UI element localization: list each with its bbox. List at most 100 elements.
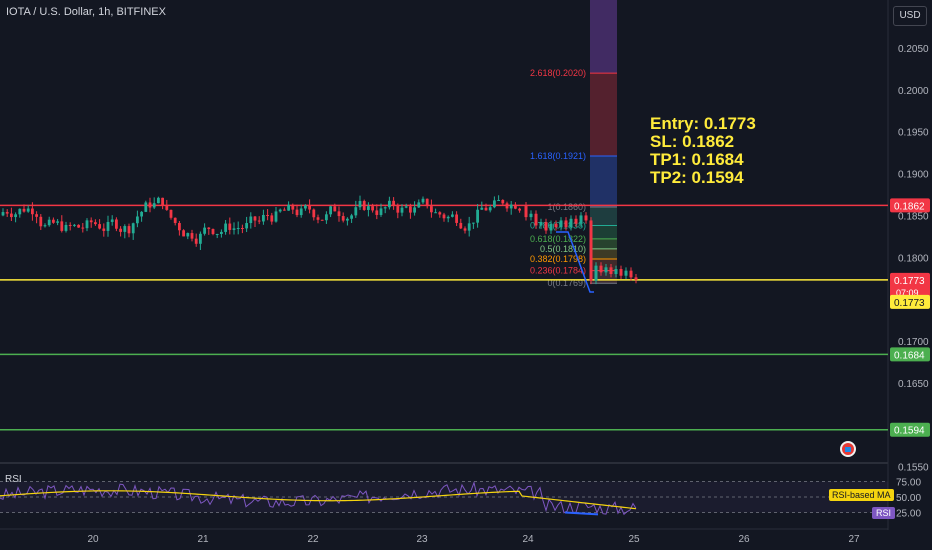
- price-tick-label: 0.1900: [898, 170, 929, 181]
- candle-body: [524, 205, 528, 218]
- candle-body: [417, 202, 421, 208]
- candle-body: [518, 208, 521, 211]
- candle-body: [253, 216, 257, 221]
- candle-body: [396, 206, 400, 213]
- candle-body: [295, 209, 299, 216]
- time-tick-label: 26: [738, 534, 750, 545]
- price-axis-badge-text: 0.1773: [894, 298, 925, 309]
- candle-body: [115, 219, 118, 229]
- candle-body: [341, 216, 345, 221]
- time-tick-label: 27: [848, 534, 860, 545]
- candle-body: [497, 200, 500, 202]
- candle-body: [564, 220, 568, 228]
- candle-body: [220, 231, 223, 234]
- candle-body: [215, 233, 219, 235]
- candle-body: [379, 208, 383, 215]
- fib-zone-band: [590, 207, 617, 226]
- fib-level-label: 0.618(0.1822): [530, 234, 586, 244]
- candle-body: [534, 213, 538, 226]
- candle-body: [333, 206, 337, 212]
- price-axis-badge-text: 0.1773: [894, 276, 925, 287]
- candle-body: [337, 211, 341, 217]
- currency-button[interactable]: USD: [893, 6, 927, 26]
- candle-body: [619, 269, 623, 276]
- candle-body: [228, 223, 232, 230]
- candle-body: [299, 208, 303, 216]
- candle-body: [505, 203, 509, 209]
- trade-setup-annotation: Entry: 0.1773 SL: 0.1862 TP1: 0.1684 TP2…: [650, 115, 756, 187]
- candle-body: [26, 208, 30, 212]
- candle-body: [94, 222, 97, 225]
- candle-body: [241, 228, 244, 230]
- us-flag-event-icon[interactable]: [840, 441, 856, 457]
- candle-body: [39, 216, 43, 227]
- candle-body: [367, 206, 370, 210]
- candle-body: [47, 219, 51, 226]
- fib-level-label: 1.618(0.1921): [530, 151, 586, 161]
- candle-body: [136, 216, 139, 224]
- candle-body: [438, 212, 442, 215]
- candle-body: [446, 216, 450, 219]
- candle-body: [501, 200, 505, 204]
- candle-body: [102, 228, 106, 231]
- candle-body: [549, 223, 553, 231]
- candle-body: [388, 200, 391, 208]
- candle-body: [52, 219, 55, 223]
- candle-body: [425, 198, 429, 207]
- rsi-tick-label: 25.00: [896, 509, 921, 520]
- rsi-ma-label: RSI-based MA: [829, 489, 894, 501]
- fib-level-label: 0.786(0.1838): [530, 220, 586, 230]
- candle-body: [467, 223, 471, 231]
- price-tick-label: 0.1650: [898, 379, 929, 390]
- price-tick-label: 0.1800: [898, 253, 929, 264]
- candle-body: [383, 207, 387, 209]
- fib-level-label: 0.5(0.1810): [540, 244, 586, 254]
- candle-body: [119, 228, 122, 232]
- price-tick-label: 0.2050: [898, 44, 929, 55]
- candle-body: [304, 205, 307, 209]
- price-axis-badge: [890, 422, 930, 437]
- candle-body: [459, 222, 463, 229]
- candle-body: [354, 207, 358, 216]
- candle-body: [199, 233, 202, 244]
- price-axis-badge-text: 0.1862: [894, 201, 925, 212]
- candle-body: [18, 208, 22, 215]
- candle-body: [270, 215, 274, 222]
- candle-body: [224, 223, 227, 232]
- price-tick-label: 0.1700: [898, 337, 929, 348]
- candle-body: [43, 225, 47, 227]
- candle-body: [554, 223, 558, 228]
- fib-level-label: 0.236(0.1784): [530, 266, 586, 276]
- candle-body: [329, 206, 332, 215]
- candle-body: [287, 204, 290, 211]
- take-profit-1-text: TP1: 0.1684: [650, 150, 744, 169]
- candle-body: [434, 212, 437, 214]
- rsi-tick-label: 50.00: [896, 493, 921, 504]
- candle-body: [559, 220, 563, 228]
- price-axis-badge: [890, 272, 930, 299]
- rsi-value-badge: RSI: [872, 507, 896, 519]
- fib-zone-band: [590, 270, 617, 284]
- time-tick-label: 21: [197, 534, 209, 545]
- symbol-title: IOTA / U.S. Dollar, 1h, BITFINEX: [6, 6, 166, 18]
- candle-body: [31, 208, 34, 215]
- candle-body: [110, 219, 114, 222]
- candle-body: [455, 214, 458, 223]
- candle-body: [157, 197, 160, 204]
- fib-level-label: 1(0.1860): [547, 202, 586, 212]
- candles-group: [1, 195, 638, 285]
- candle-body: [131, 223, 135, 234]
- rsi-ma-line: [0, 490, 637, 510]
- candle-body: [140, 211, 143, 217]
- candle-body: [127, 226, 131, 234]
- rsi-line: [0, 481, 637, 516]
- candle-body: [182, 230, 185, 237]
- candle-body: [404, 206, 408, 208]
- candle-body: [409, 206, 412, 213]
- candle-body: [144, 202, 148, 212]
- candle-body: [22, 208, 26, 212]
- candle-body: [106, 221, 110, 231]
- candle-body: [609, 267, 613, 275]
- candle-body: [89, 220, 93, 223]
